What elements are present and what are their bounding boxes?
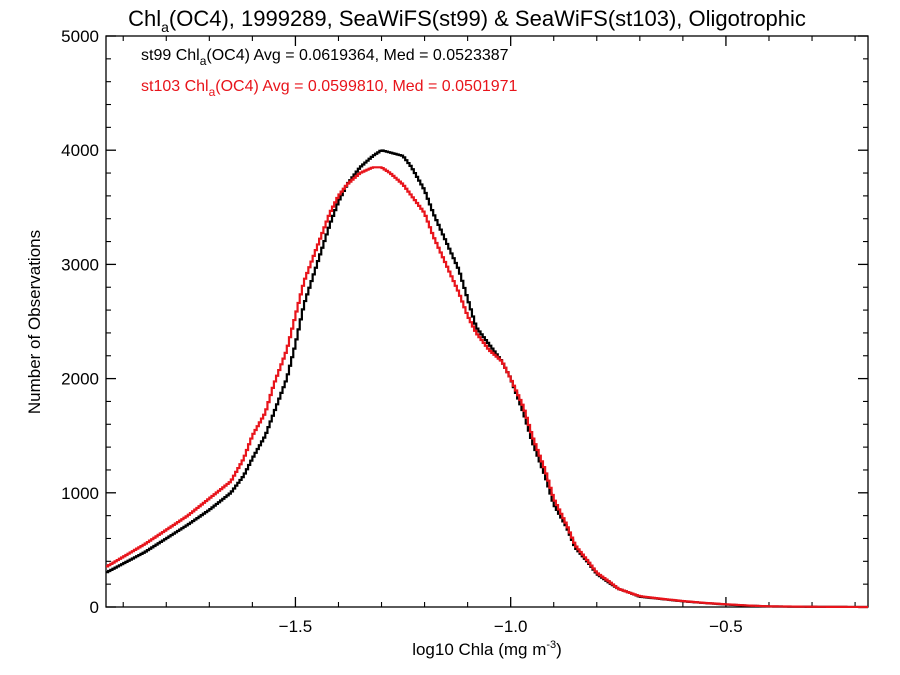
chart-title-suffix: (OC4), 1999289, SeaWiFS(st99) & SeaWiFS(… bbox=[169, 6, 806, 31]
x-tick-label: −0.5 bbox=[709, 617, 743, 636]
legend-st103-post: (OC4) Avg = 0.0599810, Med = 0.0501971 bbox=[215, 78, 517, 95]
series-st99-line bbox=[106, 149, 868, 609]
chart-title: Chla(OC4), 1999289, SeaWiFS(st99) & SeaW… bbox=[128, 6, 806, 35]
legend-entry-st103: st103 Chla(OC4) Avg = 0.0599810, Med = 0… bbox=[141, 78, 518, 99]
x-axis-label-end: ) bbox=[556, 640, 562, 659]
legend-st99-post: (OC4) Avg = 0.0619364, Med = 0.0523387 bbox=[206, 47, 508, 64]
x-axis-ticks: −1.5 −1.0 −0.5 bbox=[122, 36, 856, 636]
y-axis-label: Number of Observations bbox=[25, 230, 44, 414]
legend-st99-pre: st99 Chl bbox=[141, 47, 200, 64]
series-layer bbox=[106, 149, 868, 609]
y-tick-label: 3000 bbox=[61, 255, 99, 274]
x-axis-label-sup: -3 bbox=[546, 639, 556, 651]
chart-title-subscript: a bbox=[161, 19, 169, 35]
plot-frame bbox=[105, 35, 869, 608]
legend-st99-sub: a bbox=[200, 54, 207, 68]
chart-title-prefix: Chl bbox=[128, 6, 161, 31]
y-tick-label: 0 bbox=[90, 598, 99, 617]
legend-entry-st99: st99 Chla(OC4) Avg = 0.0619364, Med = 0.… bbox=[141, 47, 509, 68]
legend-st103-pre: st103 Chl bbox=[141, 78, 209, 95]
y-tick-label: 4000 bbox=[61, 141, 99, 160]
y-axis-ticks: 0 1000 2000 3000 4000 5000 bbox=[61, 27, 868, 617]
y-tick-label: 1000 bbox=[61, 484, 99, 503]
x-tick-label: −1.0 bbox=[494, 617, 528, 636]
x-axis-label: log10 Chla (mg m-3) bbox=[412, 639, 562, 659]
x-tick-label: −1.5 bbox=[279, 617, 313, 636]
legend-st103-sub: a bbox=[209, 85, 216, 99]
y-tick-label: 2000 bbox=[61, 370, 99, 389]
series-st103-line bbox=[106, 166, 868, 609]
y-tick-label: 5000 bbox=[61, 27, 99, 46]
x-axis-label-main: log10 Chla (mg m bbox=[412, 640, 546, 659]
